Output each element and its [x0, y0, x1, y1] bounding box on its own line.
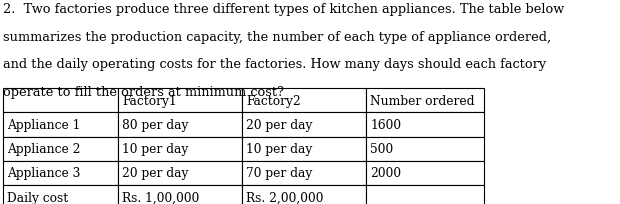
Bar: [3, 185, 118, 204]
Text: Daily cost: Daily cost: [7, 191, 69, 204]
Text: summarizes the production capacity, the number of each type of appliance ordered: summarizes the production capacity, the …: [3, 31, 551, 43]
Text: Factory2: Factory2: [246, 94, 301, 107]
Bar: [118, 185, 242, 204]
Bar: [242, 161, 366, 185]
Bar: [366, 161, 484, 185]
Text: 10 per day: 10 per day: [246, 142, 312, 155]
Bar: [242, 113, 366, 137]
Text: and the daily operating costs for the factories. How many days should each facto: and the daily operating costs for the fa…: [3, 58, 546, 71]
Bar: [366, 137, 484, 161]
Bar: [366, 185, 484, 204]
Bar: [3, 113, 118, 137]
Bar: [242, 137, 366, 161]
Text: 10 per day: 10 per day: [122, 142, 188, 155]
Text: 2.  Two factories produce three different types of kitchen appliances. The table: 2. Two factories produce three different…: [3, 3, 564, 16]
Text: Factory1: Factory1: [122, 94, 177, 107]
Bar: [3, 89, 118, 113]
Text: 20 per day: 20 per day: [122, 166, 188, 180]
Text: 2000: 2000: [370, 166, 401, 180]
Bar: [3, 161, 118, 185]
Bar: [118, 161, 242, 185]
Text: Appliance 1: Appliance 1: [7, 118, 81, 131]
Text: Appliance 2: Appliance 2: [7, 142, 81, 155]
Bar: [3, 137, 118, 161]
Text: Rs. 1,00,000: Rs. 1,00,000: [122, 191, 200, 204]
Bar: [118, 113, 242, 137]
Text: 70 per day: 70 per day: [246, 166, 312, 180]
Text: 80 per day: 80 per day: [122, 118, 188, 131]
Bar: [118, 89, 242, 113]
Text: operate to fill the orders at minimum cost?: operate to fill the orders at minimum co…: [3, 86, 284, 99]
Text: Number ordered: Number ordered: [370, 94, 475, 107]
Text: 20 per day: 20 per day: [246, 118, 312, 131]
Bar: [366, 89, 484, 113]
Bar: [118, 137, 242, 161]
Text: Rs. 2,00,000: Rs. 2,00,000: [246, 191, 324, 204]
Bar: [242, 185, 366, 204]
Text: 500: 500: [370, 142, 394, 155]
Bar: [366, 113, 484, 137]
Text: 1600: 1600: [370, 118, 401, 131]
Text: Appliance 3: Appliance 3: [7, 166, 81, 180]
Bar: [242, 89, 366, 113]
